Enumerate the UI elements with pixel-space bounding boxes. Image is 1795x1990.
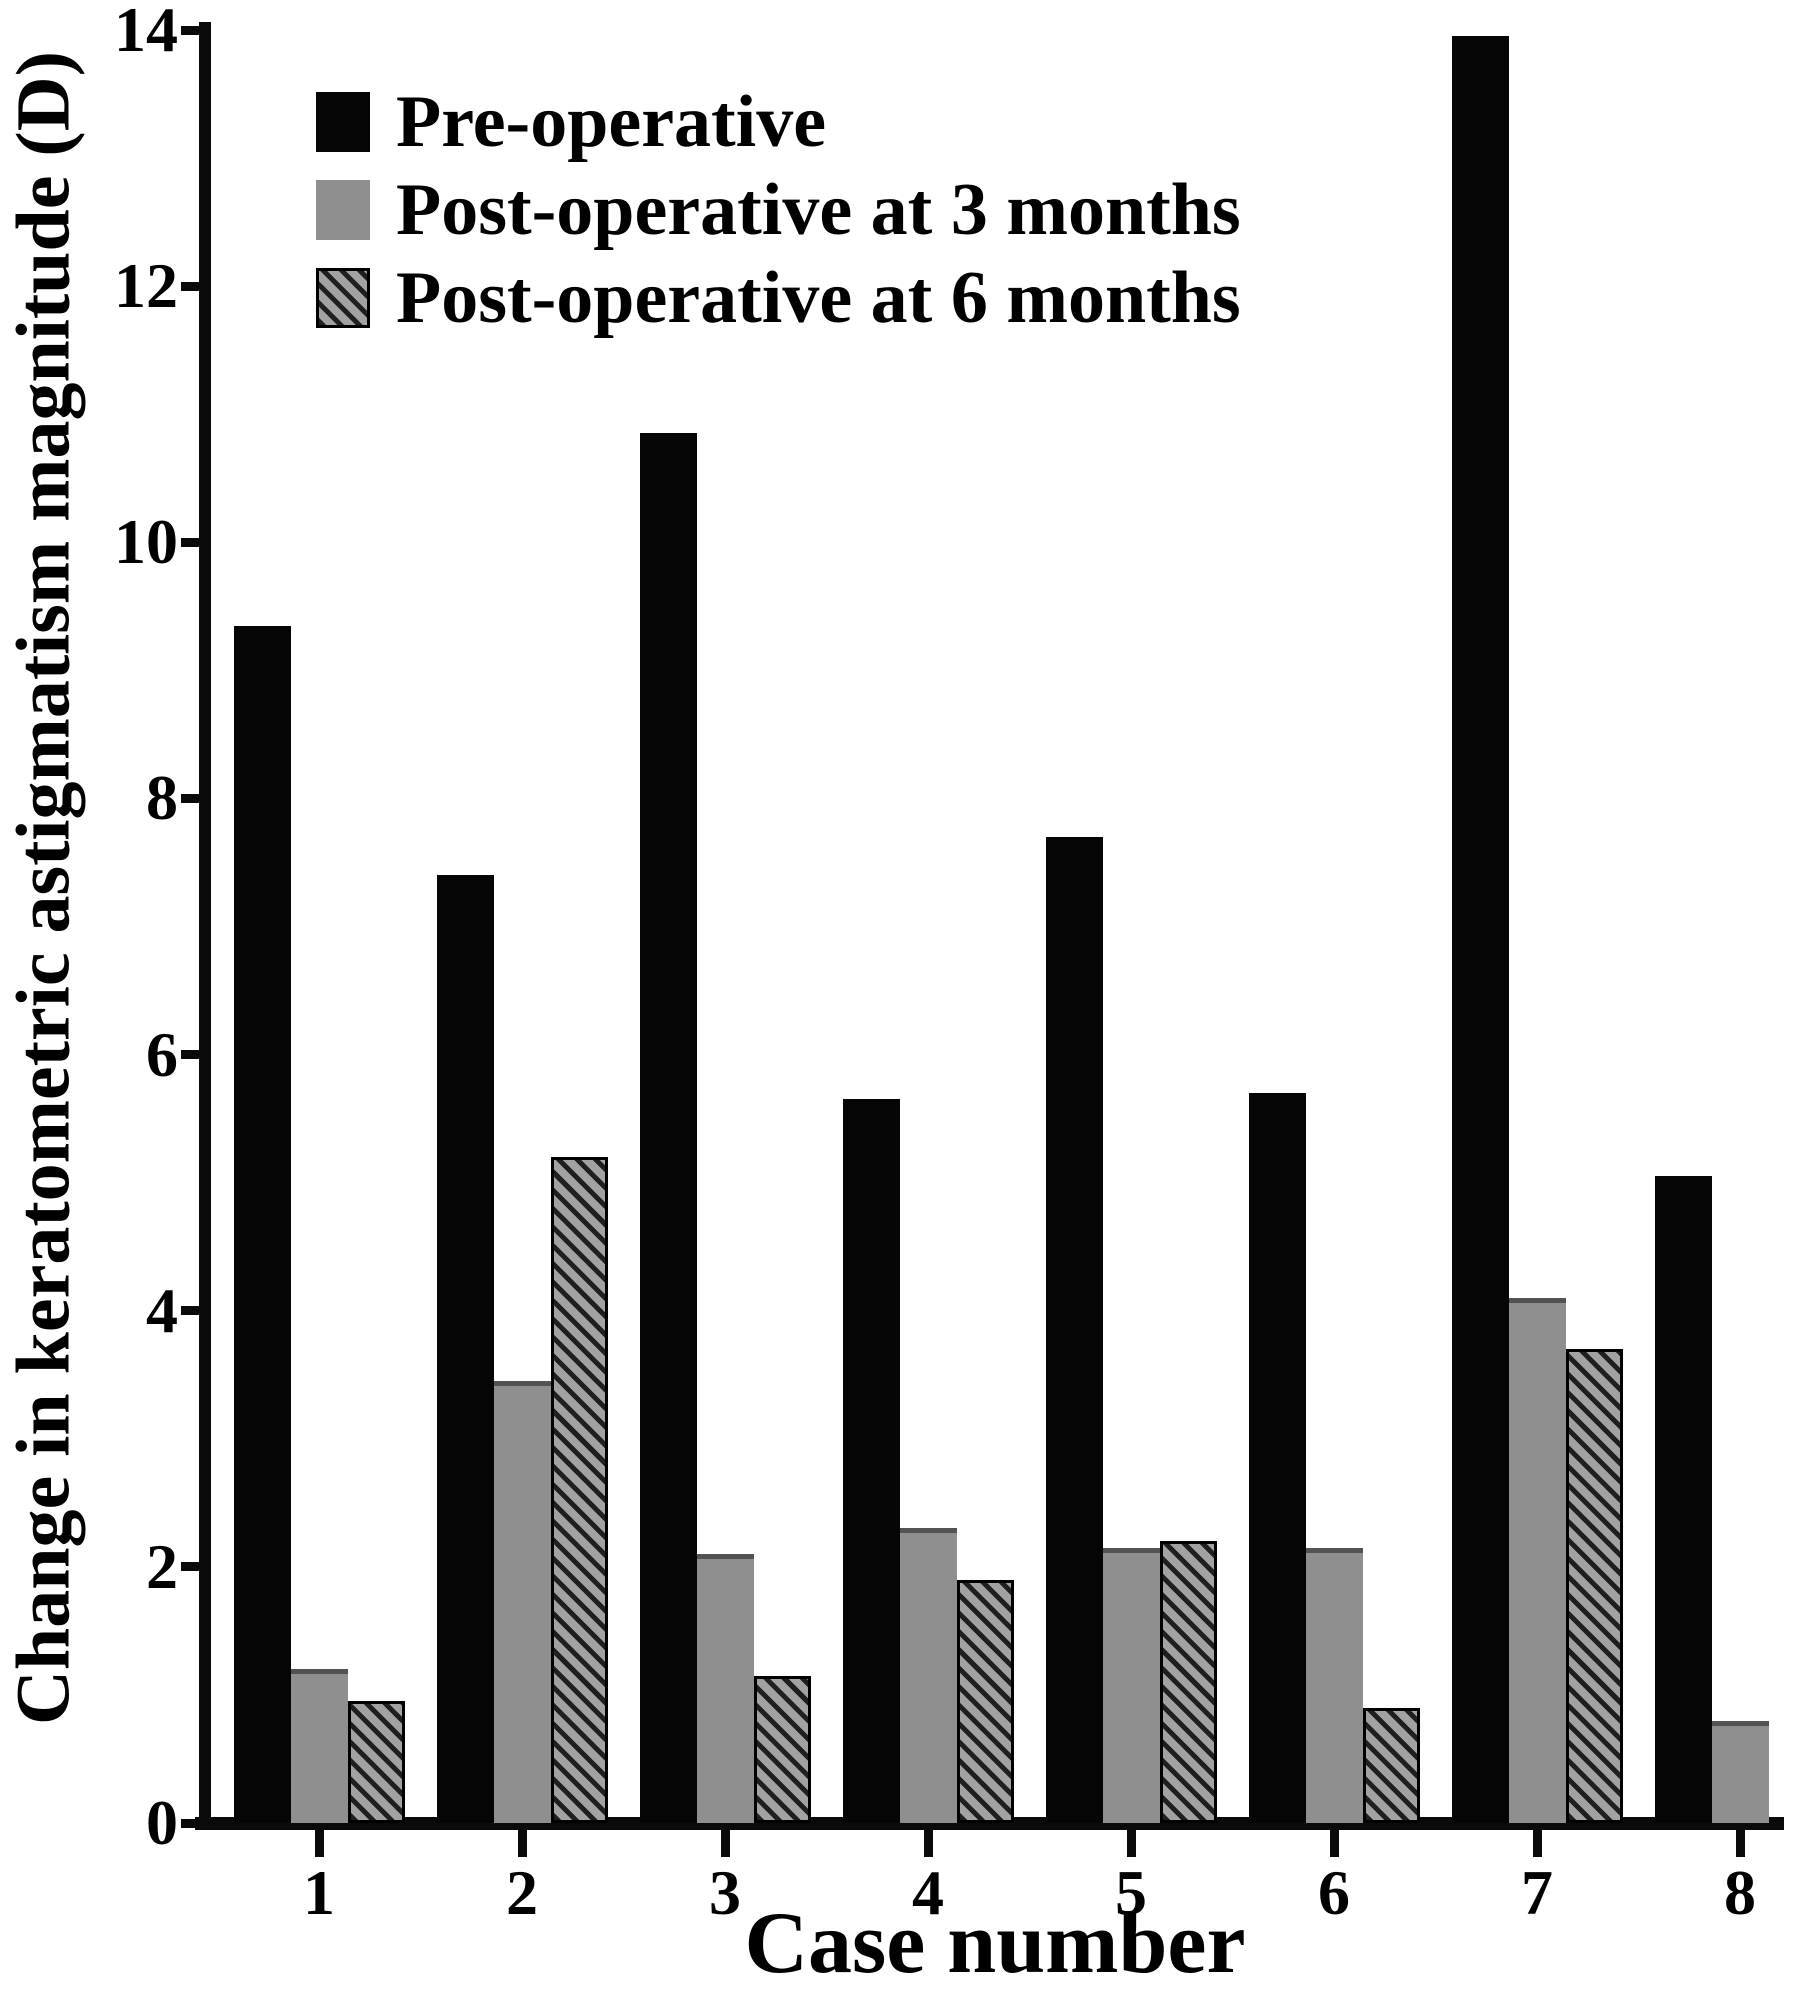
bar-postop-6mo-case-5 (1159, 1541, 1217, 1823)
y-axis-line (199, 22, 211, 1830)
y-tick-2 (181, 1562, 200, 1572)
bar-preoperative-case-6 (1248, 1092, 1306, 1823)
y-tick-6 (181, 1050, 200, 1060)
bar-preoperative-case-2 (436, 875, 494, 1823)
legend: Pre-operative Post-operative at 3 months… (316, 84, 1241, 348)
y-tick-label-10: 10 (114, 506, 178, 578)
bar-postop-6mo-case-7 (1565, 1349, 1623, 1823)
bar-preoperative-case-5 (1045, 836, 1103, 1823)
bar-preoperative-case-8 (1654, 1176, 1712, 1823)
x-tick-label-case-1: 1 (303, 1857, 335, 1928)
x-axis-title: Case number (744, 1895, 1246, 1990)
x-tick-label-case-5: 5 (1115, 1857, 1147, 1928)
y-tick-10 (181, 537, 200, 547)
bar-postop-3mo-case-3 (696, 1554, 754, 1823)
bar-postop-3mo-case-5 (1102, 1547, 1160, 1823)
bar-postop-6mo-case-6 (1362, 1707, 1420, 1823)
legend-swatch-black-icon (316, 92, 370, 152)
x-tick-label-case-3: 3 (709, 1857, 741, 1928)
bar-preoperative-case-1 (233, 625, 291, 1823)
legend-item-preoperative: Pre-operative (316, 84, 1241, 160)
x-tick-label-case-8: 8 (1724, 1857, 1756, 1928)
legend-label-preoperative: Pre-operative (396, 81, 827, 163)
bar-postop-6mo-case-4 (956, 1579, 1014, 1823)
bar-postop-3mo-case-7 (1508, 1297, 1566, 1823)
x-tick-case-5 (1126, 1829, 1136, 1857)
x-tick-case-8 (1735, 1829, 1745, 1857)
y-tick-label-0: 0 (146, 1787, 178, 1858)
legend-swatch-hatched-icon (316, 268, 370, 328)
bar-postop-6mo-case-3 (753, 1675, 811, 1823)
legend-item-postop-3-months: Post-operative at 3 months (316, 172, 1241, 248)
y-tick-label-12: 12 (114, 250, 178, 322)
y-tick-8 (181, 793, 200, 803)
legend-label-postop-3-months: Post-operative at 3 months (396, 169, 1241, 251)
x-tick-label-case-2: 2 (506, 1857, 538, 1928)
bar-postop-6mo-case-1 (347, 1701, 405, 1823)
bar-postop-3mo-case-8 (1711, 1720, 1769, 1823)
bar-postop-3mo-case-1 (290, 1669, 348, 1823)
x-tick-label-case-7: 7 (1521, 1857, 1553, 1928)
y-tick-label-8: 8 (146, 762, 178, 834)
y-tick-label-6: 6 (146, 1018, 178, 1090)
bar-preoperative-case-4 (842, 1099, 900, 1823)
y-tick-label-14: 14 (114, 0, 178, 65)
bar-postop-3mo-case-2 (493, 1381, 551, 1823)
x-tick-case-4 (923, 1829, 933, 1857)
y-tick-12 (181, 281, 200, 291)
x-tick-case-1 (314, 1829, 324, 1857)
x-tick-case-3 (720, 1829, 730, 1857)
bar-preoperative-case-3 (639, 433, 697, 1823)
legend-label-postop-6-months: Post-operative at 6 months (396, 257, 1241, 339)
x-tick-case-6 (1329, 1829, 1339, 1857)
bar-postop-3mo-case-6 (1305, 1547, 1363, 1823)
y-tick-14 (181, 25, 200, 35)
bar-preoperative-case-7 (1451, 36, 1509, 1823)
bar-postop-6mo-case-2 (550, 1157, 608, 1823)
y-tick-0 (181, 1818, 200, 1828)
bar-postop-3mo-case-4 (899, 1528, 957, 1823)
x-tick-label-case-6: 6 (1318, 1857, 1350, 1928)
legend-item-postop-6-months: Post-operative at 6 months (316, 260, 1241, 336)
x-tick-case-7 (1532, 1829, 1542, 1857)
legend-swatch-gray-icon (316, 180, 370, 240)
y-tick-label-4: 4 (146, 1274, 178, 1346)
x-tick-label-case-4: 4 (912, 1857, 944, 1928)
y-tick-4 (181, 1306, 200, 1316)
y-tick-label-2: 2 (146, 1530, 178, 1602)
x-tick-case-2 (517, 1829, 527, 1857)
